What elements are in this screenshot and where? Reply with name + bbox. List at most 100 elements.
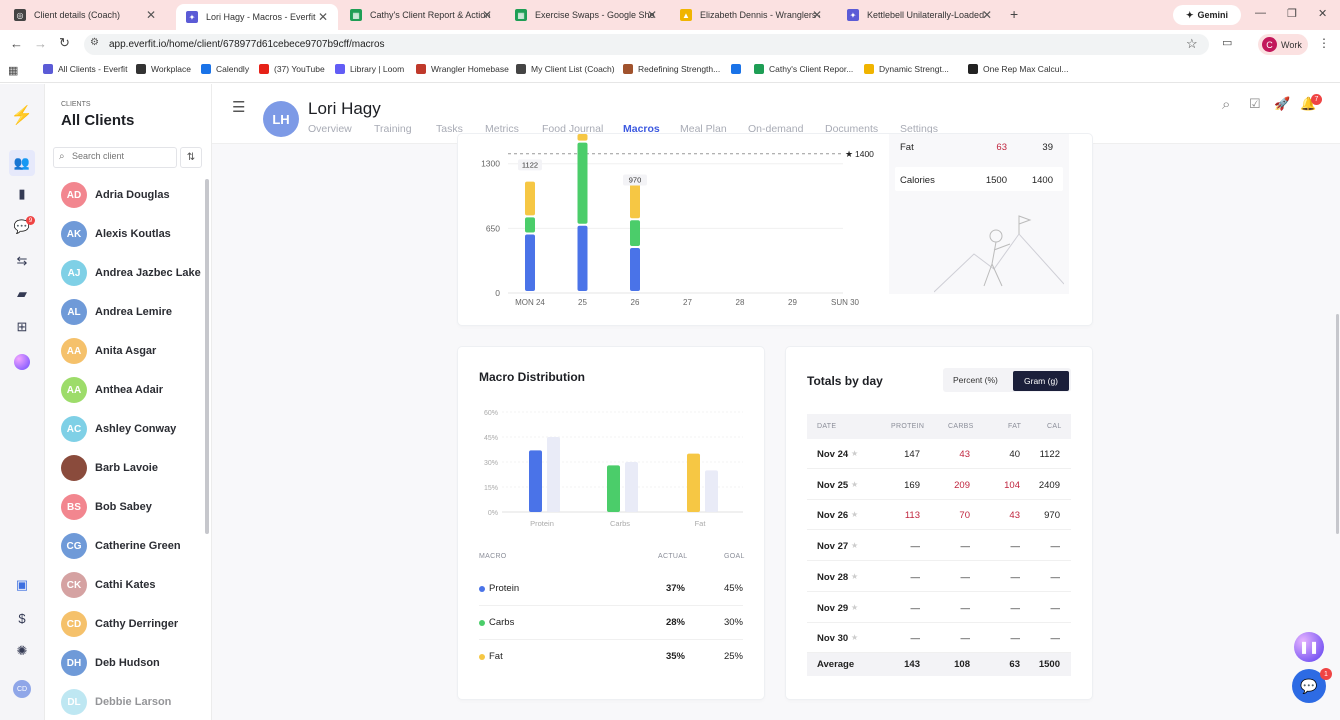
tab-food-journal[interactable]: Food Journal	[542, 123, 604, 135]
bookmark-item[interactable]: Dynamic Strengt...	[864, 64, 949, 74]
y-tick-label: 15%	[484, 485, 498, 492]
tab-close-icon[interactable]: ✕	[145, 8, 156, 22]
tab-on-demand[interactable]: On-demand	[748, 123, 804, 135]
tab-metrics[interactable]: Metrics	[485, 123, 519, 135]
tab-close-icon[interactable]: ✕	[811, 8, 822, 22]
back-icon[interactable]: ←	[10, 36, 23, 51]
browser-tab[interactable]: ◎ Client details (Coach) ✕	[4, 4, 166, 26]
client-list-item[interactable]: AD Adria Douglas	[61, 182, 170, 208]
browser-tab[interactable]: ✦ Kettlebell Unilaterally-Loaded S ✕	[837, 4, 1002, 26]
tab-close-icon[interactable]: ✕	[981, 8, 992, 22]
browser-tab[interactable]: ✦ Lori Hagy - Macros - Everfit ✕	[176, 4, 338, 30]
gram-toggle-button[interactable]: Gram (g)	[1013, 371, 1069, 391]
tab-close-icon[interactable]: ✕	[481, 8, 492, 22]
client-list-item[interactable]: AJ Andrea Jazbec Lake	[61, 260, 201, 286]
bookmark-star-icon[interactable]: ☆	[1186, 36, 1198, 51]
bookmark-item[interactable]: All Clients - Everfit	[43, 64, 127, 74]
screen-cast-icon[interactable]: ▭	[1222, 37, 1233, 49]
gemini-button[interactable]: ✦ Gemini	[1173, 5, 1241, 25]
tab-close-icon[interactable]: ✕	[646, 8, 657, 22]
forward-icon[interactable]: →	[34, 36, 47, 51]
new-tab-icon[interactable]: +	[1010, 6, 1019, 22]
client-list-item[interactable]: CD Cathy Derringer	[61, 611, 178, 637]
client-list-scrollbar[interactable]	[205, 179, 209, 534]
client-list-item[interactable]: CG Catherine Green	[61, 533, 181, 559]
bookmark-item[interactable]: One Rep Max Calcul...	[968, 64, 1069, 74]
bookmark-item[interactable]: Workplace	[136, 64, 191, 74]
client-list-item[interactable]: DH Deb Hudson	[61, 650, 160, 676]
row-star-icon[interactable]: ★	[851, 571, 859, 581]
rocket-icon[interactable]: 🚀	[1274, 96, 1291, 111]
browser-tab[interactable]: ▦ Cathy's Client Report & Action ✕	[340, 4, 502, 26]
tab-macros[interactable]: Macros	[623, 123, 660, 135]
maximize-icon[interactable]: ❐	[1287, 8, 1297, 20]
bookmark-item[interactable]: Library | Loom	[335, 64, 404, 74]
tab-close-icon[interactable]: ✕	[317, 10, 328, 24]
profile-chip[interactable]: C Work	[1258, 34, 1308, 55]
bookmark-item[interactable]: Wrangler Homebase	[416, 64, 509, 74]
user-avatar[interactable]: CD	[13, 680, 31, 698]
reload-icon[interactable]: ↻	[59, 35, 70, 50]
bookmark-item[interactable]: My Client List (Coach)	[516, 64, 615, 74]
folder-icon[interactable]: ▰	[17, 286, 27, 301]
close-window-icon[interactable]: ✕	[1318, 8, 1328, 20]
sort-button[interactable]: ⇅	[180, 147, 202, 168]
tab-overview[interactable]: Overview	[308, 123, 352, 135]
client-list-item[interactable]: AC Ashley Conway	[61, 416, 176, 442]
bookmark-item[interactable]: Redefining Strength...	[623, 64, 720, 74]
macros-content: 0 650 1300 ★ 1400 MON 24 1122 25 26 970 27 28 29 SUN …	[212, 134, 1340, 720]
client-list-item[interactable]: AA Anita Asgar	[61, 338, 156, 364]
ai-orb-icon[interactable]	[13, 353, 31, 371]
client-list-item[interactable]: AL Andrea Lemire	[61, 299, 172, 325]
clients-icon[interactable]: 👥	[9, 150, 35, 176]
bookmark-item[interactable]: (37) YouTube	[259, 64, 325, 74]
bookmark-item[interactable]: Cathy's Client Repor...	[754, 64, 853, 74]
search-client-box[interactable]: ⌕	[53, 147, 177, 168]
tab-training[interactable]: Training	[374, 123, 412, 135]
client-list-item[interactable]: AK Alexis Koutlas	[61, 221, 171, 247]
tab-documents[interactable]: Documents	[825, 123, 879, 135]
search-input[interactable]	[72, 151, 172, 161]
tab-meal-plan[interactable]: Meal Plan	[680, 123, 727, 135]
minimize-icon[interactable]: —	[1255, 7, 1266, 19]
search-icon[interactable]: ⌕	[1222, 96, 1231, 113]
automation-icon[interactable]: ⇆	[16, 253, 28, 268]
browser-tab[interactable]: ▲ Elizabeth Dennis - Wranglers & ✕	[670, 4, 832, 26]
row-star-icon[interactable]: ★	[851, 449, 859, 458]
percent-toggle-button[interactable]: Percent (%)	[953, 375, 998, 385]
client-list-item[interactable]: AA Anthea Adair	[61, 377, 163, 403]
bookmark-item[interactable]	[731, 64, 746, 74]
site-info-icon[interactable]: ⚙	[90, 37, 99, 48]
bookmark-item[interactable]: Calendly	[201, 64, 249, 74]
url-field[interactable]: ⚙ app.everfit.io/home/client/678977d61ce…	[84, 34, 1209, 55]
everfit-logo-icon[interactable]: ⚡	[10, 104, 34, 125]
row-star-icon[interactable]: ★	[851, 510, 859, 520]
tab-settings[interactable]: Settings	[900, 123, 938, 135]
browser-tab[interactable]: ▦ Exercise Swaps - Google Sheets ✕	[505, 4, 667, 26]
client-list-item[interactable]: CK Cathi Kates	[61, 572, 156, 598]
bookmark-favicon-icon	[968, 64, 978, 74]
bookmark-favicon-icon	[731, 64, 741, 74]
library-icon[interactable]: ▮	[18, 186, 26, 201]
calendar-app-icon[interactable]: ▣	[15, 577, 29, 592]
teams-icon[interactable]: ⊞	[16, 319, 28, 334]
row-star-icon[interactable]: ★	[851, 479, 859, 489]
macro-distribution-chart: 0% 15% 30% 45% 60% Protein Carbs Fat	[484, 410, 743, 528]
client-list-item[interactable]: DL Debbie Larson	[61, 689, 171, 715]
client-list-item[interactable]: Barb Lavoie	[61, 455, 158, 481]
main-scrollbar[interactable]	[1336, 314, 1339, 534]
row-star-icon[interactable]: ★	[851, 541, 859, 551]
browser-menu-icon[interactable]: ⋮	[1318, 36, 1330, 50]
actual-col-header: ACTUAL	[658, 553, 688, 560]
tasks-check-icon[interactable]: ☑	[1249, 96, 1261, 111]
tab-tasks[interactable]: Tasks	[436, 123, 463, 135]
bookmark-favicon-icon	[516, 64, 526, 74]
row-star-icon[interactable]: ★	[851, 602, 859, 612]
community-icon[interactable]: ✺	[16, 643, 28, 658]
hamburger-icon[interactable]: ☰	[232, 99, 246, 116]
client-list-item[interactable]: BS Bob Sabey	[61, 494, 152, 520]
ai-assistant-button[interactable]: ❚❚	[1294, 632, 1324, 662]
row-star-icon[interactable]: ★	[851, 633, 859, 643]
apps-grid-icon[interactable]: ▦	[8, 65, 19, 77]
payments-icon[interactable]: $	[18, 610, 26, 626]
